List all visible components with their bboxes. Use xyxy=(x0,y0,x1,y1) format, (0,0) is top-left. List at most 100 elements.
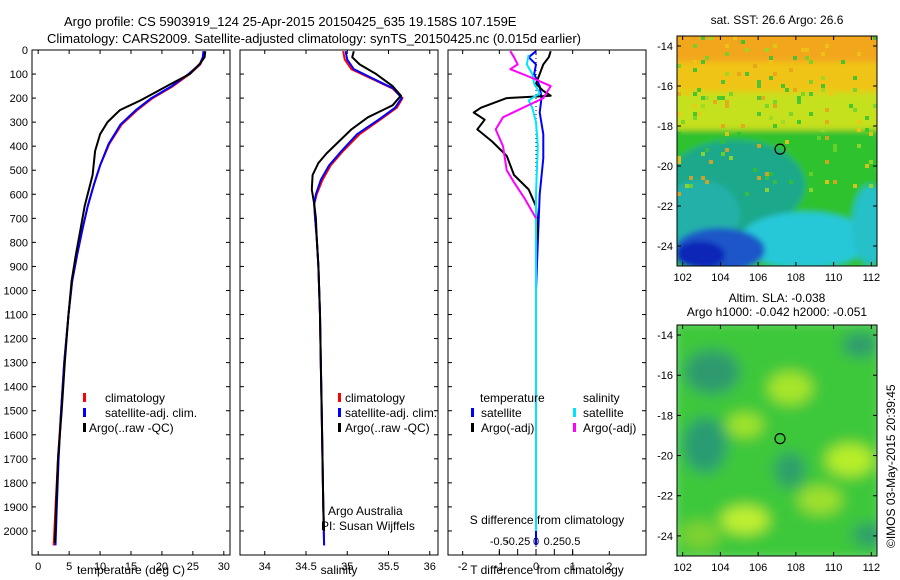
x2-tick-label: -0.5 xyxy=(490,536,509,548)
sst-speckle-pixel xyxy=(725,72,729,76)
sst-speckle-pixel xyxy=(693,44,697,48)
sst-speckle-pixel xyxy=(769,116,773,120)
sst-speckle-pixel xyxy=(725,148,729,152)
x-tick-label: 36 xyxy=(424,561,436,573)
sst-speckle-pixel xyxy=(721,152,725,156)
sst-speckle-pixel xyxy=(725,104,729,108)
legend-swatch-satellite xyxy=(338,408,341,417)
sst-speckle-pixel xyxy=(725,100,729,104)
sst-speckle-pixel xyxy=(765,104,769,108)
y-tick-label: 600 xyxy=(10,189,28,201)
y-tick-label: 800 xyxy=(10,237,28,249)
y-tick-label: 400 xyxy=(10,141,28,153)
legend-label-argo: Argo(..raw -QC) xyxy=(345,421,430,435)
sst-speckle-pixel xyxy=(809,188,813,192)
title-line1: Argo profile: CS 5903919_124 25-Apr-2015… xyxy=(64,14,517,29)
salinity-panel: 34 34.5 35 35.5 36 salinity climatology sate… xyxy=(239,49,439,577)
sst-speckle-pixel xyxy=(873,168,877,172)
legend-label-climatology: climatology xyxy=(105,391,165,405)
sst-speckle-pixel xyxy=(805,56,809,60)
x-tick-label: 2 xyxy=(606,561,612,573)
sst-speckle-pixel xyxy=(869,132,873,136)
legend-label-satellite: satellite-adj. clim. xyxy=(345,406,437,420)
sst-speckle-pixel xyxy=(725,132,729,136)
title-line2: Climatology: CARS2009. Satellite-adjuste… xyxy=(47,31,581,46)
salinity-difference-axis: -0.5-0.2500.250.5 xyxy=(490,536,580,555)
sst-speckle-pixel xyxy=(705,56,709,60)
sst-speckle-pixel xyxy=(801,92,805,96)
sst-speckle-pixel xyxy=(781,120,785,124)
sst-speckle-pixel xyxy=(757,112,761,116)
x2-tick-label: 0.5 xyxy=(565,536,580,548)
sst-speckle-pixel xyxy=(817,136,821,140)
temperature-axes-frame xyxy=(31,49,231,556)
sst-speckle-pixel xyxy=(805,48,809,52)
temperature-lines xyxy=(52,51,207,546)
difference-xlabel2: S difference from climatology xyxy=(470,513,625,527)
map-y-tick-label: -20 xyxy=(657,161,673,173)
x2-tick-label: -0.25 xyxy=(505,536,530,548)
legend-header-temperature: temperature xyxy=(480,391,545,405)
map-x-tick-label: 110 xyxy=(825,562,843,574)
sst-speckle-pixel xyxy=(701,152,705,156)
map-x-tick-label: 108 xyxy=(787,562,805,574)
sst-speckle-pixel xyxy=(701,176,705,180)
sst-speckle-pixel xyxy=(785,88,789,92)
map-y-tick-label: -22 xyxy=(657,491,673,503)
argo-position-marker xyxy=(774,433,786,445)
sst-speckle-pixel xyxy=(821,76,825,80)
map-x-tick-label: 104 xyxy=(711,272,729,284)
temperature-panel: 0100200300400500600700800900100011001200… xyxy=(4,45,231,577)
sst-speckle-pixel xyxy=(769,172,773,176)
sst-speckle-pixel xyxy=(713,100,717,104)
sst-speckle-pixel xyxy=(865,128,869,132)
salinity-legend: climatology satellite-adj. clim. Argo(..… xyxy=(338,391,437,435)
difference-lines xyxy=(472,50,552,546)
sst-speckle-pixel xyxy=(741,40,745,44)
sst-speckle-pixel xyxy=(737,72,741,76)
sst-speckle-pixel xyxy=(825,180,829,184)
map-y-tick-label: -16 xyxy=(657,81,673,93)
sst-speckle-pixel xyxy=(821,52,825,56)
x-tick-label: -1 xyxy=(494,561,504,573)
sla-map-frame xyxy=(676,324,878,557)
sst-speckle-pixel xyxy=(745,192,749,196)
sst-map-frame xyxy=(676,35,878,267)
temperature-xlabel: temperature (deg C) xyxy=(77,563,185,577)
sst-speckle-pixel xyxy=(697,88,701,92)
series-line-climatology xyxy=(52,51,205,546)
sst-map-axes: 102 104 106 108 110 112 -14 -16 -18 -20 -22 -24 xyxy=(657,36,880,284)
legend-header-salinity: salinity xyxy=(583,391,620,405)
sla-map-subtitle: Argo h1000: -0.042 h2000: -0.051 xyxy=(687,305,867,319)
sst-speckle-pixel xyxy=(873,36,877,40)
x-tick-label: 35.5 xyxy=(378,561,399,573)
sst-speckle-pixel xyxy=(825,136,829,140)
sst-speckle-pixel xyxy=(849,140,853,144)
sst-speckle-pixel xyxy=(677,160,681,164)
y-tick-label: 700 xyxy=(10,213,28,225)
sst-speckle-pixel xyxy=(677,112,681,116)
sst-speckle-pixel xyxy=(821,84,825,88)
map-x-tick-label: 106 xyxy=(749,562,767,574)
y-tick-label: 1800 xyxy=(4,478,28,490)
sst-speckle-pixel xyxy=(721,96,725,100)
x-tick-label: 5 xyxy=(66,561,72,573)
map-y-tick-label: -14 xyxy=(657,41,673,53)
imos-credit-label: ©IMOS 03-May-2015 20:39:45 xyxy=(884,384,898,548)
sst-speckle-pixel xyxy=(725,52,729,56)
sst-speckle-pixel xyxy=(789,148,793,152)
sst-speckle-pixel xyxy=(677,132,681,136)
x-tick-label: 20 xyxy=(156,561,168,573)
y-tick-label: 300 xyxy=(10,117,28,129)
sst-speckle-pixel xyxy=(857,52,861,56)
sst-speckle-pixel xyxy=(797,120,801,124)
legend-label-s-argo: Argo(-adj) xyxy=(583,421,636,435)
sst-speckle-pixel xyxy=(869,184,873,188)
sst-speckle-pixel xyxy=(737,132,741,136)
y-tick-label: 1100 xyxy=(4,310,28,322)
sst-speckle-pixel xyxy=(757,84,761,88)
x-tick-label: 0 xyxy=(533,561,539,573)
sst-speckle-pixel xyxy=(829,92,833,96)
sst-speckle-pixel xyxy=(765,48,769,52)
